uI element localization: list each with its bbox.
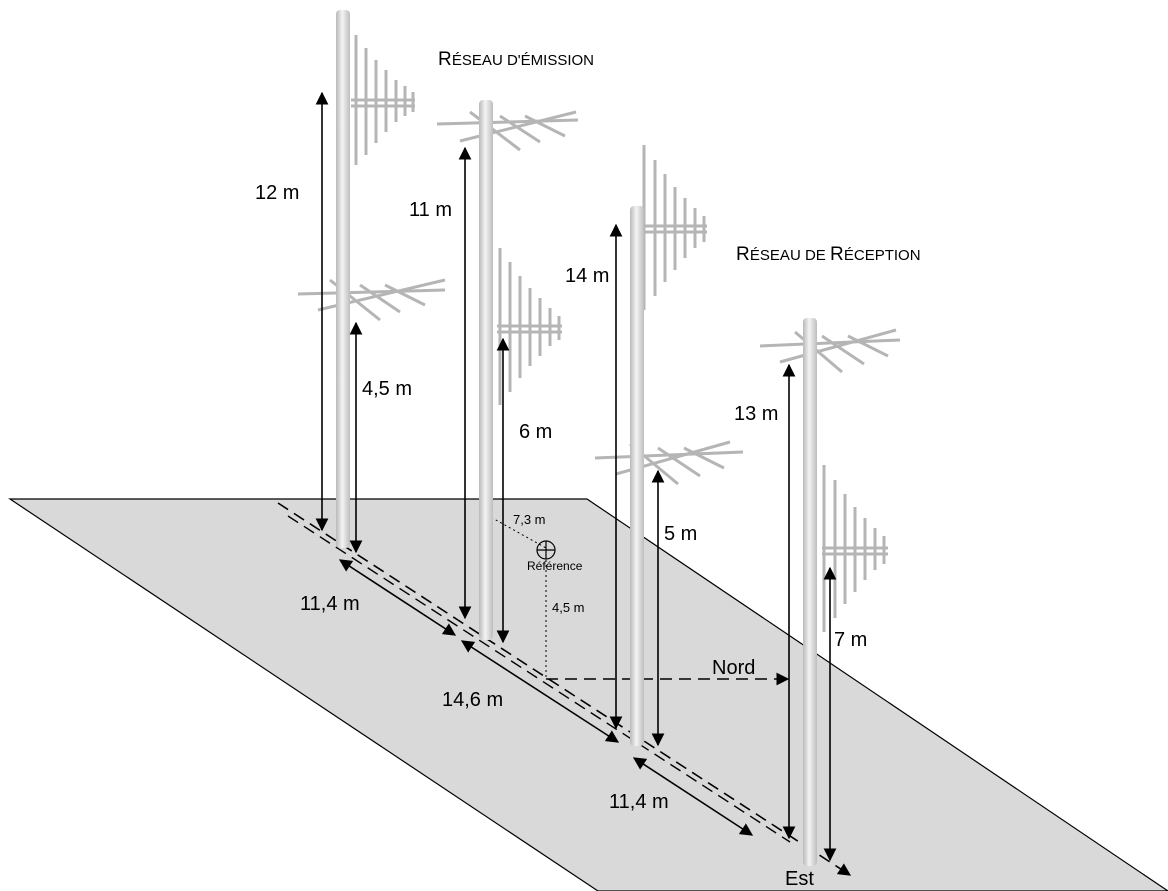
reference-marker-icon [536, 540, 556, 560]
mast-1 [336, 10, 350, 548]
antenna-m2-lower [497, 248, 562, 405]
label-m2-bottom: 6 m [519, 421, 552, 443]
antenna-m4-upper [759, 328, 901, 374]
label-m1-top: 12 m [255, 182, 299, 204]
label-spacing-2: 14,6 m [442, 689, 503, 711]
spacing-arrow-1 [338, 559, 457, 636]
label-spacing-3: 11,4 m [609, 791, 669, 813]
mast-3 [630, 206, 644, 746]
label-m2-top: 11 m [409, 199, 452, 221]
label-reference: Référence [527, 559, 583, 573]
label-north: Nord [712, 657, 755, 679]
spacing-arrow-2 [460, 640, 620, 743]
antenna-m1-lower [297, 278, 446, 322]
label-m4-top: 13 m [734, 403, 778, 425]
label-m3-top: 14 m [565, 265, 609, 287]
antenna-m1-upper [351, 35, 415, 165]
label-m1-bottom: 4,5 m [362, 378, 412, 400]
title-emission: RÉSEAU D'ÉMISSION [438, 49, 594, 70]
label-ref-offset-x: 7,3 m [513, 512, 546, 527]
spacing-arrow-3 [632, 757, 754, 836]
title-reception: RÉSEAU DE RÉCEPTION [736, 244, 921, 265]
label-ref-offset-y: 4,5 m [552, 600, 585, 615]
mast-4 [803, 318, 817, 866]
label-m3-bottom: 5 m [664, 523, 697, 545]
label-m4-bottom: 7 m [834, 629, 867, 651]
mast-2 [479, 100, 493, 640]
antenna-m3-lower [594, 440, 744, 486]
antenna-m4-lower [822, 465, 888, 632]
ground-plane [8, 498, 1168, 891]
antenna-m3-upper [642, 145, 707, 310]
label-spacing-1: 11,4 m [300, 593, 360, 615]
label-east: Est [785, 868, 814, 890]
antenna-m2-upper [436, 110, 579, 152]
